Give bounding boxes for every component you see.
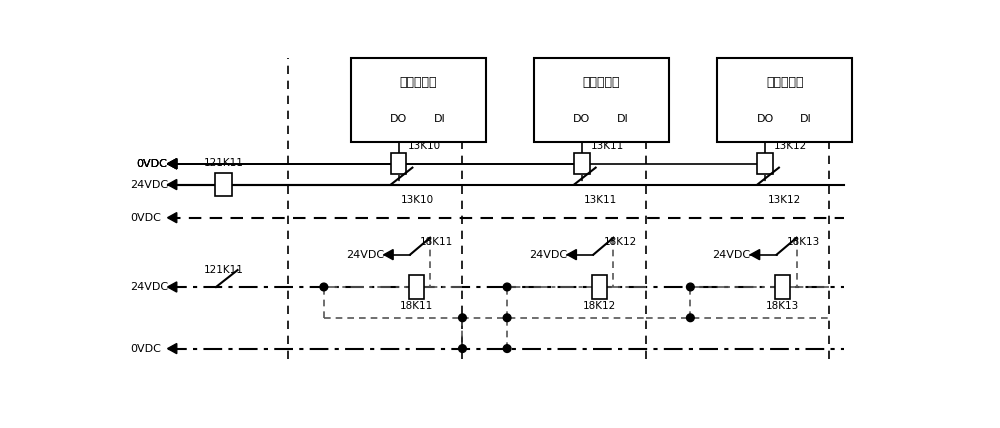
Bar bbox=[391, 153, 406, 174]
Text: 变桨控制器: 变桨控制器 bbox=[766, 77, 803, 89]
Text: 18K13: 18K13 bbox=[766, 301, 799, 311]
Bar bbox=[757, 153, 773, 174]
Text: 121K11: 121K11 bbox=[204, 265, 244, 276]
Text: 13K11: 13K11 bbox=[591, 141, 624, 151]
Text: 18K12: 18K12 bbox=[603, 237, 637, 247]
Text: 0VDC: 0VDC bbox=[131, 213, 161, 223]
Text: DI: DI bbox=[800, 113, 812, 124]
Bar bbox=[409, 276, 424, 299]
Text: 13K11: 13K11 bbox=[584, 195, 617, 205]
Text: 24VDC: 24VDC bbox=[346, 250, 384, 260]
Bar bbox=[717, 57, 852, 142]
Text: 18K11: 18K11 bbox=[420, 237, 453, 247]
Text: DO: DO bbox=[756, 113, 774, 124]
Circle shape bbox=[503, 314, 511, 321]
Circle shape bbox=[459, 314, 466, 321]
Text: 0VDC: 0VDC bbox=[137, 159, 168, 169]
Text: 13K12: 13K12 bbox=[767, 195, 801, 205]
Bar bbox=[775, 276, 790, 299]
Bar bbox=[534, 57, 669, 142]
Text: 13K10: 13K10 bbox=[401, 195, 434, 205]
Circle shape bbox=[320, 283, 328, 291]
Circle shape bbox=[687, 283, 694, 291]
Text: 18K12: 18K12 bbox=[583, 301, 616, 311]
Polygon shape bbox=[168, 179, 177, 190]
Text: 13K12: 13K12 bbox=[774, 141, 808, 151]
Bar bbox=[215, 173, 232, 196]
Circle shape bbox=[503, 345, 511, 352]
Text: DI: DI bbox=[617, 113, 628, 124]
Polygon shape bbox=[168, 159, 177, 169]
Polygon shape bbox=[168, 282, 177, 292]
Text: DI: DI bbox=[433, 113, 445, 124]
Text: DO: DO bbox=[390, 113, 407, 124]
Bar bbox=[574, 153, 590, 174]
Circle shape bbox=[459, 345, 466, 352]
Text: 0VDC: 0VDC bbox=[137, 159, 168, 169]
Polygon shape bbox=[567, 250, 576, 260]
Circle shape bbox=[503, 283, 511, 291]
Text: 0VDC: 0VDC bbox=[137, 159, 168, 169]
Polygon shape bbox=[168, 159, 177, 169]
Text: 24VDC: 24VDC bbox=[131, 180, 169, 190]
Text: 13K10: 13K10 bbox=[408, 141, 441, 151]
Text: 24VDC: 24VDC bbox=[131, 282, 169, 292]
Polygon shape bbox=[750, 250, 760, 260]
Polygon shape bbox=[168, 344, 177, 354]
Bar bbox=[592, 276, 607, 299]
Text: 变桨控制器: 变桨控制器 bbox=[399, 77, 437, 89]
Polygon shape bbox=[168, 159, 177, 169]
Bar bbox=[351, 57, 486, 142]
Text: 18K11: 18K11 bbox=[400, 301, 433, 311]
Text: 121K11: 121K11 bbox=[204, 158, 244, 168]
Text: DO: DO bbox=[573, 113, 590, 124]
Text: 变桨控制器: 变桨控制器 bbox=[583, 77, 620, 89]
Text: 24VDC: 24VDC bbox=[529, 250, 567, 260]
Polygon shape bbox=[168, 213, 177, 223]
Text: 24VDC: 24VDC bbox=[712, 250, 750, 260]
Polygon shape bbox=[384, 250, 393, 260]
Circle shape bbox=[687, 314, 694, 321]
Text: 18K13: 18K13 bbox=[787, 237, 820, 247]
Text: 0VDC: 0VDC bbox=[131, 344, 161, 354]
